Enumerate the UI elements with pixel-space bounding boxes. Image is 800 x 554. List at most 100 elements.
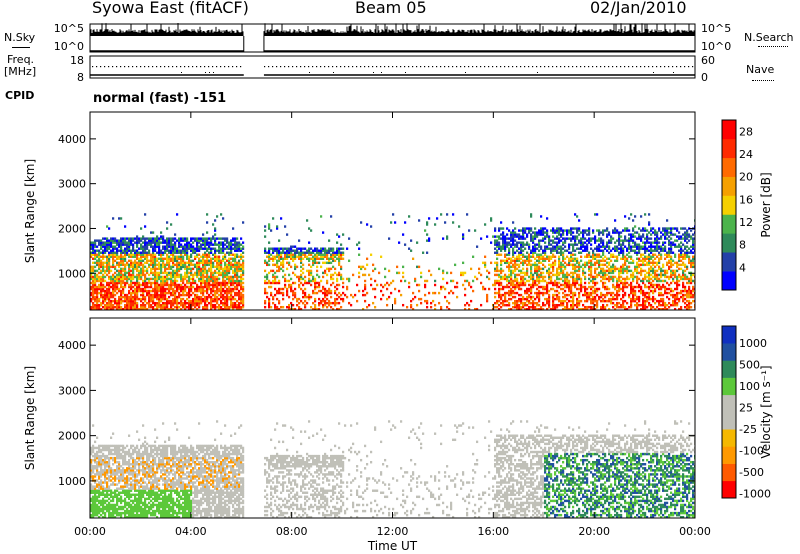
heatmap-cell (530, 265, 533, 269)
heatmap-cell (552, 273, 555, 277)
heatmap-cell (190, 277, 193, 281)
heatmap-cell (200, 239, 203, 242)
heatmap-cell (426, 221, 429, 224)
heatmap-cell (240, 247, 243, 250)
heatmap-cell (438, 267, 441, 271)
heatmap-cell (220, 265, 223, 269)
heatmap-cell (316, 257, 319, 261)
heatmap-cell (534, 267, 537, 271)
heatmap-cell (580, 277, 583, 281)
heatmap-cell (542, 291, 545, 295)
heatmap-cell (222, 287, 225, 291)
heatmap-cell (94, 289, 97, 293)
heatmap-cell (528, 295, 531, 299)
heatmap-cell (116, 239, 119, 242)
heatmap-cell (138, 307, 141, 310)
heatmap-cell (188, 275, 191, 279)
heatmap-cell (106, 267, 109, 271)
heatmap-cell (148, 293, 151, 297)
heatmap-cell (582, 233, 585, 236)
heatmap-cell (558, 237, 561, 240)
heatmap-cell (496, 263, 499, 267)
heatmap-cell (308, 259, 311, 263)
heatmap-cell (164, 305, 167, 309)
heatmap-cell (380, 289, 383, 293)
heatmap-cell (572, 265, 575, 269)
heatmap-cell (598, 245, 601, 248)
heatmap-cell (214, 279, 217, 283)
heatmap-cell (520, 307, 523, 310)
heatmap-cell (166, 221, 169, 224)
heatmap-cell (200, 267, 203, 271)
heatmap-cell (204, 271, 207, 275)
heatmap-cell (268, 279, 271, 283)
heatmap-cell (186, 265, 189, 269)
freq-trace (92, 66, 694, 73)
heatmap-cell (108, 251, 111, 254)
heatmap-cell (594, 213, 597, 216)
heatmap-cell (336, 249, 339, 252)
heatmap-cell (580, 255, 583, 258)
heatmap-cell (286, 279, 289, 283)
heatmap-cell (108, 259, 111, 263)
heatmap-cell (498, 243, 501, 246)
heatmap-cell (146, 267, 149, 271)
heatmap-cell (522, 275, 525, 279)
heatmap-cell (190, 253, 193, 256)
heatmap-cell (512, 259, 515, 263)
heatmap-cell (324, 251, 327, 254)
heatmap-cell (548, 299, 551, 303)
heatmap-cell (102, 275, 105, 279)
heatmap-cell (524, 289, 527, 293)
heatmap-cell (276, 251, 279, 254)
heatmap-cell (302, 291, 305, 295)
heatmap-cell (184, 277, 187, 281)
heatmap-cell (272, 263, 275, 267)
heatmap-cell (178, 245, 181, 248)
heatmap-cell (120, 243, 123, 246)
freq-sample (156, 66, 158, 68)
heatmap-cell (228, 245, 231, 248)
heatmap-cell (128, 255, 131, 258)
heatmap-cell (174, 269, 177, 273)
heatmap-cell (526, 273, 529, 277)
heatmap-cell (574, 269, 577, 273)
heatmap-cell (522, 301, 525, 305)
freq-sample (356, 66, 358, 68)
heatmap-cell (122, 237, 125, 240)
heatmap-cell (96, 299, 99, 303)
heatmap-cell (106, 255, 109, 258)
heatmap-cell (160, 275, 163, 279)
heatmap-cell (192, 251, 195, 254)
heatmap-cell (446, 271, 449, 275)
heatmap-cell (110, 307, 113, 310)
heatmap-cell (556, 245, 559, 248)
heatmap-cell (334, 301, 337, 305)
heatmap-cell (442, 269, 445, 273)
heatmap-cell (188, 295, 191, 299)
heatmap-cell (446, 237, 449, 240)
heatmap-cell (592, 231, 595, 234)
heatmap-cell (462, 273, 465, 277)
heatmap-cell (490, 217, 493, 220)
heatmap-cell (520, 299, 523, 303)
heatmap-cell (266, 273, 269, 277)
heatmap-cell (278, 289, 281, 293)
heatmap-cell (152, 277, 155, 281)
heatmap-cell (500, 271, 503, 275)
heatmap-cell (322, 247, 325, 250)
heatmap-cell (332, 247, 335, 250)
heatmap-cell (534, 281, 537, 285)
heatmap-cell (546, 257, 549, 261)
heatmap-cell (290, 255, 293, 258)
heatmap-cell (104, 255, 107, 258)
heatmap-cell (228, 263, 231, 267)
heatmap-cell (528, 261, 531, 265)
heatmap-cell (548, 241, 551, 244)
heatmap-cell (120, 301, 123, 305)
freq-sample (344, 66, 346, 68)
heatmap-cell (584, 281, 587, 285)
heatmap-cell (288, 307, 291, 310)
heatmap-cell (224, 305, 227, 309)
heatmap-cell (552, 235, 555, 238)
